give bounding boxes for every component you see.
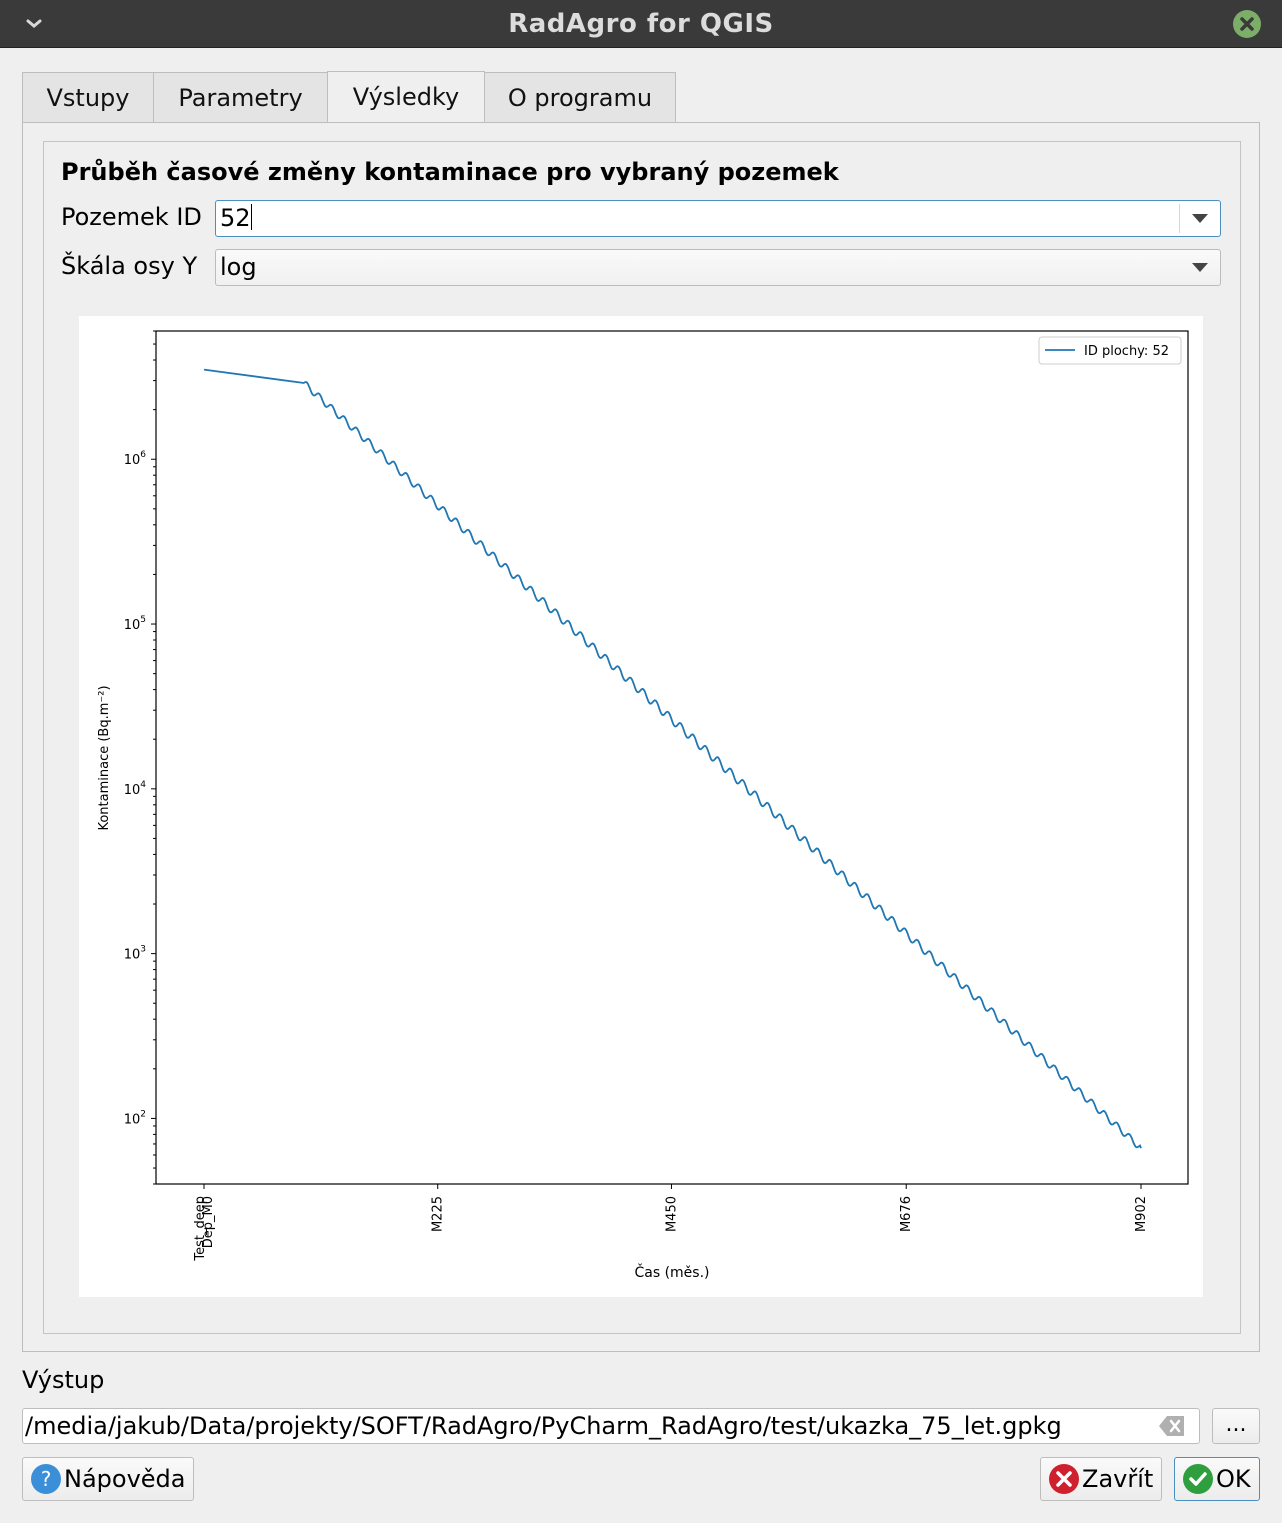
close-icon	[1240, 17, 1254, 31]
close-button[interactable]: Zavřít	[1040, 1457, 1162, 1501]
contamination-chart: 102 103 104 105 106 Test_deep Dep_M0 M225 M450 M…	[79, 316, 1203, 1297]
combobox-separator	[1179, 204, 1180, 233]
y-tick-label: 103	[124, 945, 146, 963]
tab-parametry[interactable]: Parametry	[153, 72, 328, 123]
legend: ID plochy: 52	[1038, 336, 1182, 365]
plot-area-frame	[155, 330, 1189, 1185]
checkmark-icon	[1183, 1464, 1213, 1494]
x-axis-label: Čas (měs.)	[634, 1263, 709, 1281]
svg-text:?: ?	[41, 1467, 52, 1491]
parcel-id-value: 52	[220, 204, 251, 232]
help-button-label: Nápověda	[64, 1465, 186, 1493]
x-tick-label: Dep_M0	[201, 1196, 216, 1248]
window-menu-chevron-icon[interactable]	[22, 12, 46, 36]
y-tick-label: 105	[124, 615, 146, 633]
y-scale-label: Škála osy Y	[61, 252, 198, 280]
browse-button[interactable]: ...	[1212, 1408, 1260, 1444]
text-cursor	[250, 204, 252, 230]
series-line	[203, 368, 1142, 1149]
help-button[interactable]: ? Nápověda	[22, 1457, 194, 1501]
window-title: RadAgro for QGIS	[508, 9, 774, 39]
title-bar: RadAgro for QGIS	[0, 0, 1282, 48]
y-axis-label: Kontaminace (Bq.m⁻²)	[97, 685, 112, 830]
x-tick-label: M902	[1134, 1196, 1149, 1232]
x-tick-label: M676	[899, 1196, 914, 1232]
parcel-id-label: Pozemek ID	[61, 203, 202, 231]
chevron-down-icon[interactable]	[1192, 214, 1208, 223]
help-icon: ?	[31, 1464, 61, 1494]
output-label: Výstup	[22, 1366, 105, 1394]
results-group-box	[43, 141, 1241, 1334]
y-ticks: 102 103 104 105 106	[124, 330, 156, 1185]
clear-input-icon[interactable]	[1158, 1414, 1186, 1438]
results-heading: Průběh časové změny kontaminace pro vybr…	[61, 158, 839, 186]
tab-vysledky[interactable]: Výsledky	[327, 71, 485, 123]
parcel-id-combobox[interactable]: 52	[215, 200, 1221, 237]
window-close-button[interactable]	[1233, 10, 1261, 38]
ok-button-label: OK	[1216, 1465, 1251, 1493]
x-tick-label: M225	[431, 1196, 446, 1232]
x-tick-label: M450	[664, 1196, 679, 1232]
legend-label: ID plochy: 52	[1084, 344, 1169, 359]
close-button-label: Zavřít	[1082, 1465, 1154, 1493]
tab-o-programu[interactable]: O programu	[484, 72, 676, 123]
cancel-icon	[1049, 1464, 1079, 1494]
output-path-input[interactable]: /media/jakub/Data/projekty/SOFT/RadAgro/…	[22, 1408, 1200, 1444]
chevron-down-icon[interactable]	[1192, 263, 1208, 272]
tab-vstupy[interactable]: Vstupy	[22, 72, 154, 123]
y-tick-label: 104	[124, 780, 147, 798]
y-scale-combobox[interactable]: log	[215, 249, 1221, 286]
y-scale-value: log	[220, 253, 257, 281]
ok-button[interactable]: OK	[1174, 1457, 1260, 1501]
legend-box	[1038, 336, 1182, 365]
y-tick-label: 106	[124, 450, 147, 468]
x-tick-label: Test_deep	[193, 1196, 208, 1262]
y-tick-label: 102	[124, 1109, 146, 1127]
